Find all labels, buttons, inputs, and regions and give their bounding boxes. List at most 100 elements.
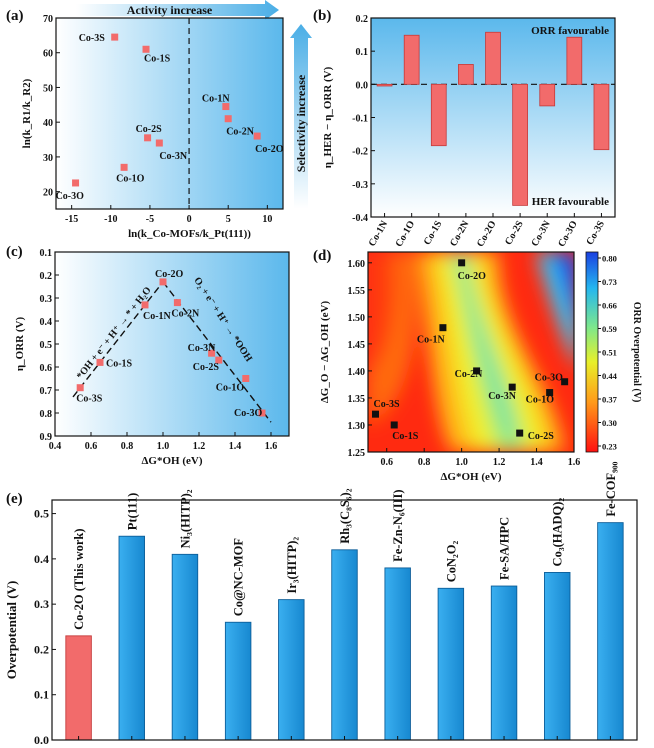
x-tick-label: 1.6 — [568, 457, 581, 468]
data-point — [516, 429, 524, 437]
data-point — [173, 299, 181, 307]
y-axis-label: Overpotential (V) — [4, 581, 19, 680]
bar — [331, 549, 358, 741]
data-point — [72, 179, 80, 187]
data-point — [390, 421, 398, 429]
x-tick-label: 0.6 — [85, 441, 98, 452]
colorbar-tick-label: 0.23 — [602, 442, 617, 452]
category-label: Fe-Zn-N₆(III) — [391, 489, 405, 562]
bar — [512, 83, 528, 206]
data-point — [76, 384, 84, 392]
bar — [593, 83, 610, 151]
point-label: Co-2O — [155, 269, 184, 280]
colorbar-tick-label: 0.66 — [602, 301, 617, 311]
contour-band — [551, 252, 574, 319]
y-tick-label: 30 — [43, 153, 53, 164]
heatmap — [368, 252, 574, 452]
data-point — [222, 103, 230, 111]
bar — [458, 64, 474, 85]
x-tick-label: 0 — [187, 214, 192, 225]
y-tick-label: 1.35 — [348, 394, 366, 405]
x-tick-label: 0.6 — [380, 457, 393, 468]
bar — [224, 621, 252, 741]
point-label: Co-3O — [535, 373, 564, 384]
x-tick-label: 0.4 — [49, 441, 62, 452]
point-label: Co-2N — [455, 369, 484, 380]
category-label: Co@NC-MOF — [232, 538, 246, 617]
panel-label: (c) — [6, 244, 23, 260]
data-point — [215, 356, 223, 364]
panel-e-bar-chart: Co-2O (This work) Pt(111) Ni₃(HITP)₂ Co@NC-… — [4, 461, 638, 747]
category-label: Co-3O — [556, 219, 580, 249]
data-point — [458, 259, 466, 267]
y-axis-label: η_HER − η_ORR (V) — [322, 66, 334, 168]
y-tick-label: 0.2 — [34, 642, 49, 656]
y-tick-label: 0.3 — [40, 294, 53, 305]
data-point — [561, 378, 569, 386]
y-tick-label: 0.2 — [356, 14, 369, 25]
bar — [544, 572, 571, 741]
data-point — [546, 389, 554, 397]
plot-frame — [367, 251, 575, 453]
category-label: Co-3N — [529, 218, 553, 248]
bar — [65, 635, 92, 741]
contour-band — [368, 252, 394, 371]
y-tick-label: 1.30 — [348, 421, 366, 432]
y-axis-label: ln(k_R1/k_R2) — [21, 78, 33, 148]
y-tick-label: 0.2 — [40, 271, 53, 282]
x-tick-label: 1.4 — [229, 441, 242, 452]
bar — [171, 553, 199, 741]
category-label: Co-1O — [394, 219, 418, 249]
category-label: Ir₃(HITP)₂ — [285, 537, 299, 594]
category-label: Ni₃(HITP)₂ — [178, 489, 192, 548]
y-tick-label: 0.4 — [34, 552, 49, 566]
orr-favourable-label: ORR favourable — [531, 25, 609, 37]
colorbar-tick-label: 0.44 — [602, 371, 618, 381]
her-favourable-label: HER favourable — [532, 196, 609, 208]
point-label: Co-2S — [193, 362, 220, 373]
data-point — [120, 163, 128, 171]
colorbar-tick-label: 0.73 — [602, 277, 617, 287]
x-tick-label: 5 — [226, 214, 231, 225]
category-label: Co-2S — [503, 219, 526, 247]
point-label: Co-3O — [234, 408, 263, 419]
y-tick-label: 0.7 — [40, 386, 53, 397]
y-tick-label: 50 — [43, 83, 53, 94]
colorbar-tick-label: 0.37 — [602, 395, 618, 405]
y-tick-label: 1.40 — [348, 367, 366, 378]
panel-c-volcano-plot: *OH + e⁻ + H⁺ → * + H₂O O₂ + e⁻ + H⁺ → *O… — [6, 244, 290, 467]
data-point — [141, 301, 149, 309]
category-label: Co-2O (This work) — [72, 528, 86, 629]
category-label: Co-1S — [422, 219, 445, 247]
plot-background — [56, 18, 283, 209]
x-tick-label: 0.8 — [121, 441, 134, 452]
y-tick-label: -0.1 — [352, 114, 368, 125]
data-point — [508, 383, 516, 391]
category-label: Fe-COF₉₀₀ — [604, 461, 618, 516]
x-tick-label: -10 — [104, 214, 117, 225]
y-tick-label: 1.45 — [348, 340, 366, 351]
data-point — [371, 410, 379, 418]
y-tick-label: 0.1 — [356, 47, 369, 58]
y-tick-label: 0.9 — [40, 432, 53, 443]
bar — [376, 83, 393, 87]
y-tick-label: 1.25 — [348, 448, 366, 459]
category-label: Fe-SA/HPC — [498, 517, 512, 580]
x-tick-label: -15 — [65, 214, 78, 225]
y-tick-label: 40 — [43, 118, 53, 129]
y-tick-label: 70 — [43, 14, 53, 25]
x-tick-label: 1.4 — [530, 457, 543, 468]
heatmap-field — [368, 252, 574, 452]
x-tick-label: 1.2 — [493, 457, 506, 468]
y-tick-label: 0.6 — [40, 363, 53, 374]
bar — [566, 36, 583, 85]
panel-b-bar-chart: Co-1N Co-1O Co-1S Co-2N Co-2O Co-2S Co-3N Co-3O… — [313, 8, 616, 249]
point-label: Co-3O — [56, 191, 85, 202]
y-tick-label: 20 — [43, 188, 53, 199]
y-axis-label: η_ORR (V) — [14, 317, 26, 372]
y-tick-label: 0.0 — [34, 733, 49, 747]
y-tick-label: -0.4 — [352, 213, 368, 224]
y-tick-label: 0.5 — [34, 507, 49, 521]
y-tick-label: 0.5 — [40, 340, 53, 351]
x-tick-label: 1.0 — [455, 457, 468, 468]
